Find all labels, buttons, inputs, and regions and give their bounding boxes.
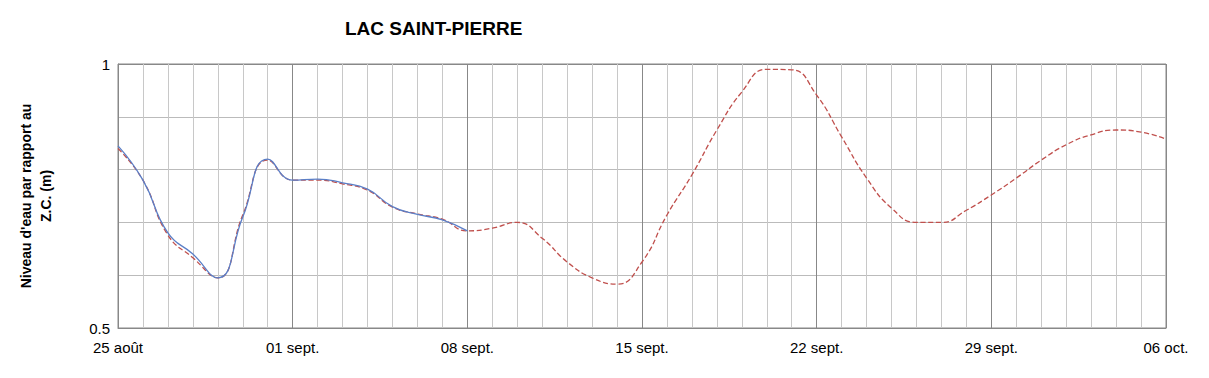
svg-text:22 sept.: 22 sept. (790, 339, 843, 356)
svg-text:Z.C. (m): Z.C. (m) (38, 170, 54, 222)
svg-text:0.5: 0.5 (89, 320, 110, 337)
svg-text:29 sept.: 29 sept. (965, 339, 1018, 356)
svg-text:1: 1 (102, 56, 110, 73)
svg-text:15 sept.: 15 sept. (615, 339, 668, 356)
svg-text:08 sept.: 08 sept. (441, 339, 494, 356)
svg-text:06 oct.: 06 oct. (1143, 339, 1188, 356)
svg-text:25 août: 25 août (93, 339, 144, 356)
svg-text:LAC SAINT-PIERRE: LAC SAINT-PIERRE (345, 18, 522, 39)
svg-text:Niveau d'eau par rapport au: Niveau d'eau par rapport au (18, 104, 34, 289)
svg-text:01 sept.: 01 sept. (266, 339, 319, 356)
